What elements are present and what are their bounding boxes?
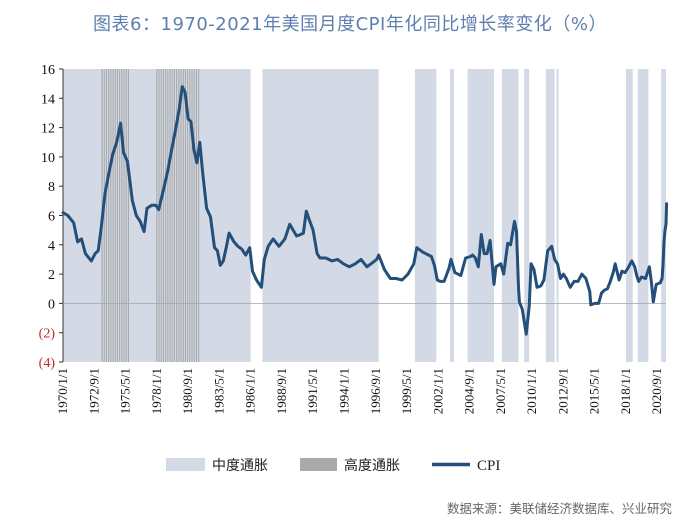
y-tick-label: (2) <box>39 327 56 342</box>
y-tick-label: 6 <box>48 210 55 225</box>
x-tick-label: 2012/9/1 <box>555 368 570 414</box>
legend-label-high: 高度通胀 <box>344 457 400 474</box>
x-tick-label: 2015/5/1 <box>587 368 602 414</box>
legend-label-moderate: 中度通胀 <box>212 458 268 474</box>
moderate-inflation-band <box>625 69 633 362</box>
x-tick-label: 2004/9/1 <box>462 368 477 414</box>
x-tick-label: 2010/1/1 <box>524 368 539 414</box>
moderate-inflation-band <box>450 69 454 362</box>
x-tick-labels: 1970/1/1 1972/9/1 1975/5/1 1978/1/1 1980/9/1… <box>55 368 664 414</box>
high-inflation-band <box>156 69 200 362</box>
moderate-inflation-band <box>501 69 519 362</box>
x-tick-label: 1978/1/1 <box>149 368 164 414</box>
moderate-inflation-band <box>262 69 379 362</box>
high-inflation-band <box>101 69 129 362</box>
y-tick-label: 12 <box>41 122 55 137</box>
legend-label-cpi: CPI <box>477 458 500 474</box>
x-tick-label: 2002/1/1 <box>430 368 445 414</box>
y-tick-label: 0 <box>48 297 55 312</box>
x-tick-label: 2020/9/1 <box>649 368 664 414</box>
x-tick-label: 1991/5/1 <box>305 368 320 414</box>
moderate-inflation-band <box>414 69 437 362</box>
x-tick-label: 1980/9/1 <box>180 368 195 414</box>
moderate-inflation-band <box>556 69 559 362</box>
chart-title: 图表6：1970-2021年美国月度CPI年化同比增长率变化（%） <box>93 14 607 35</box>
x-tick-label: 2007/5/1 <box>493 368 508 414</box>
y-tick-labels: 16 14 12 10 8 6 4 2 0 (2) (4) <box>39 63 63 371</box>
legend-swatch-high <box>300 458 337 471</box>
x-tick-label: 1999/5/1 <box>399 368 414 414</box>
y-tick-label: (4) <box>39 356 56 371</box>
x-tick-label: 1986/1/1 <box>243 368 258 414</box>
y-tick-label: 16 <box>41 63 55 78</box>
legend-swatch-moderate <box>166 458 205 471</box>
inflation-shading <box>63 69 666 362</box>
x-tick-label: 1983/5/1 <box>211 368 226 414</box>
moderate-inflation-band <box>637 69 649 362</box>
x-tick-label: 1996/9/1 <box>368 368 383 414</box>
moderate-inflation-band <box>524 69 530 362</box>
cpi-series-line <box>61 85 669 336</box>
x-tick-label: 1994/1/1 <box>336 368 351 414</box>
moderate-inflation-band <box>661 69 666 362</box>
moderate-inflation-band <box>467 69 494 362</box>
x-tick-label: 1975/5/1 <box>117 368 132 414</box>
y-tick-label: 14 <box>41 92 55 107</box>
y-tick-label: 10 <box>41 151 55 166</box>
cpi-line-layer <box>61 85 669 336</box>
legend: 中度通胀 高度通胀 CPI <box>166 457 500 474</box>
x-tick-label: 1988/9/1 <box>274 368 289 414</box>
x-tick-label: 1970/1/1 <box>55 368 70 414</box>
x-tick-label: 1972/9/1 <box>86 368 101 414</box>
source-note: 数据来源：美联储经济数据库、兴业研究 <box>446 501 672 516</box>
moderate-inflation-band <box>545 69 555 362</box>
y-tick-label: 4 <box>48 239 55 254</box>
y-tick-label: 2 <box>48 268 55 283</box>
y-tick-label: 8 <box>48 180 55 195</box>
x-tick-label: 2018/1/1 <box>618 368 633 414</box>
